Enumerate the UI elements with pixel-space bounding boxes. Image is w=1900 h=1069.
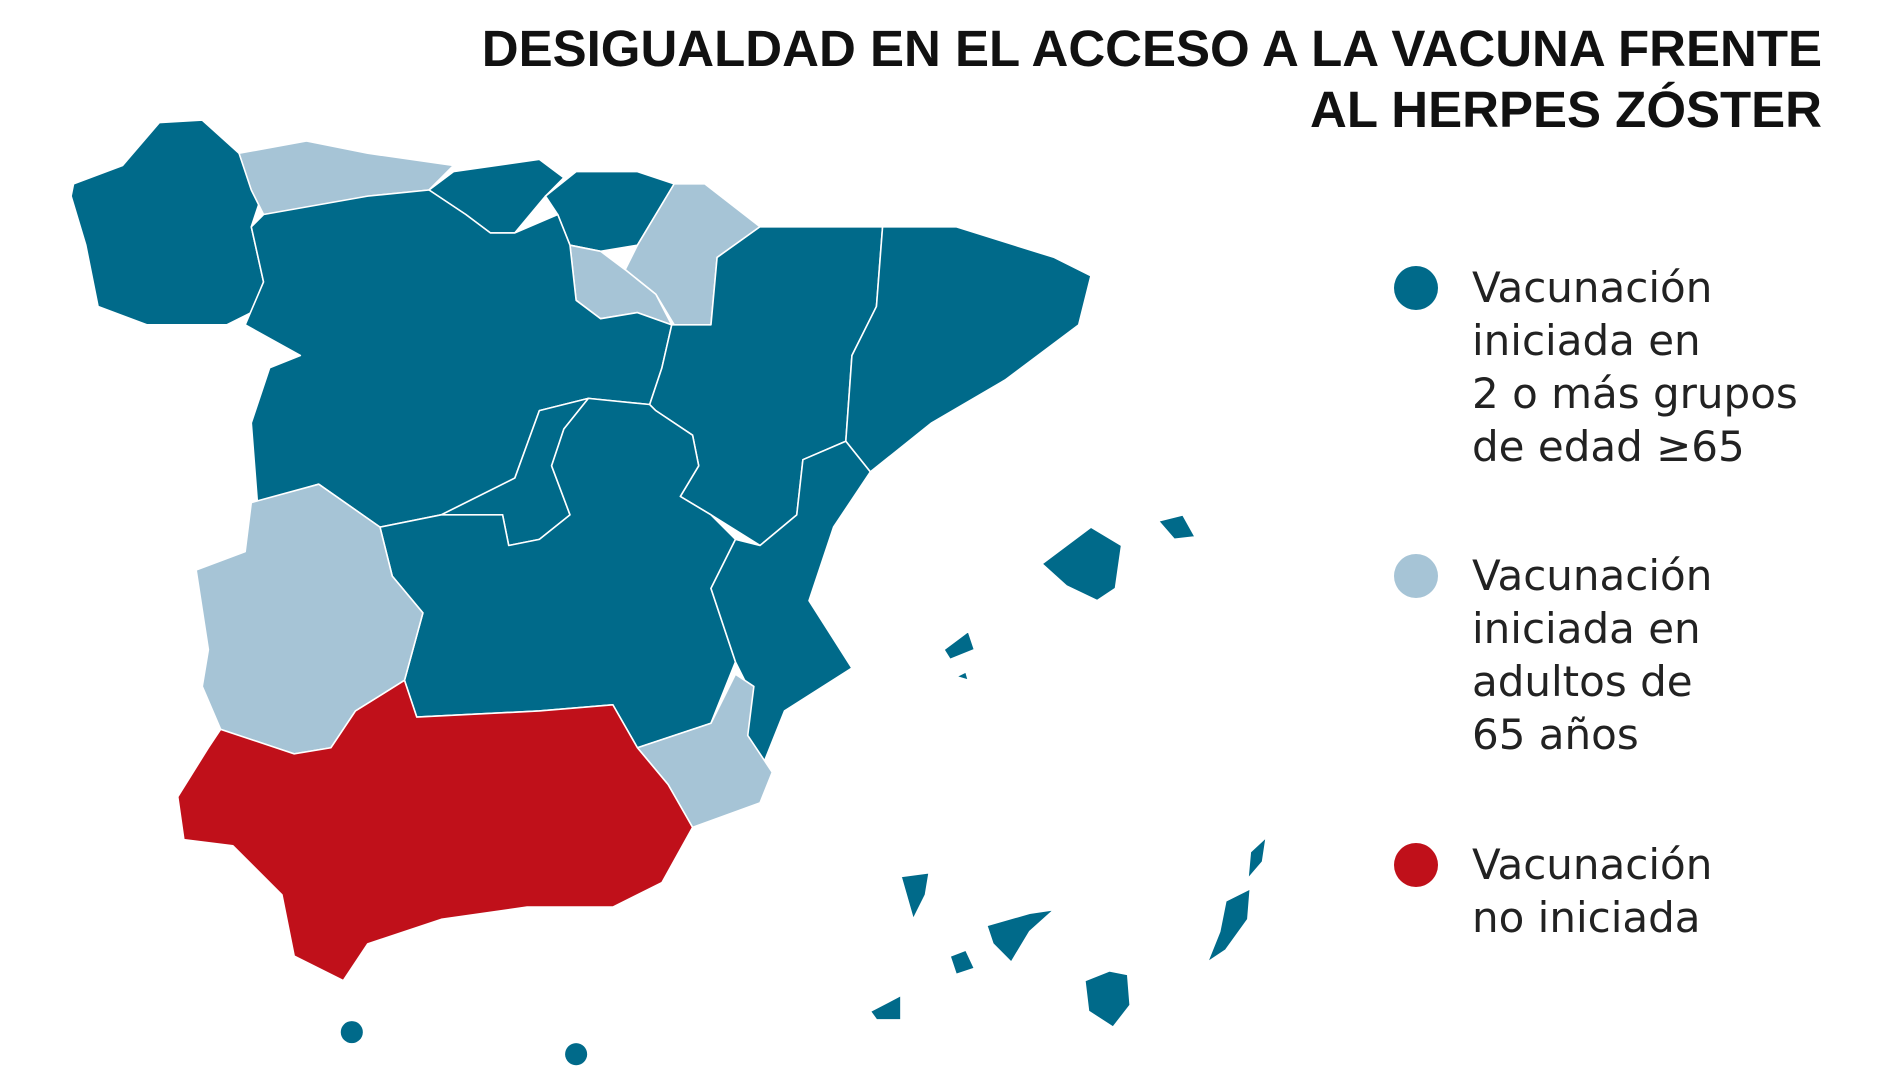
legend-label: 2 o más grupos: [1472, 369, 1798, 418]
region: [340, 1021, 363, 1044]
region: [1041, 526, 1123, 602]
region: [1247, 836, 1268, 880]
region: [176, 679, 694, 982]
title-group: DESIGUALDAD EN EL ACCESO A LA VACUNA FRE…: [482, 20, 1822, 138]
region: [943, 630, 976, 661]
map: [70, 119, 1334, 1069]
region: [985, 908, 1055, 964]
region: [955, 670, 970, 682]
legend-label: adultos de: [1472, 657, 1693, 706]
region: [565, 1043, 588, 1066]
region: [70, 119, 265, 326]
legend-label: Vacunación: [1472, 840, 1712, 889]
legend-label: iniciada en: [1472, 316, 1701, 365]
legend-label: 65 años: [1472, 710, 1639, 759]
legend-label: no iniciada: [1472, 893, 1701, 942]
inset-frame: [847, 793, 1334, 1069]
legend-swatch: [1394, 266, 1438, 310]
legend-swatch: [1394, 843, 1438, 887]
title-line: DESIGUALDAD EN EL ACCESO A LA VACUNA FRE…: [482, 20, 1822, 77]
legend-label: Vacunación: [1472, 263, 1712, 312]
region: [900, 871, 930, 921]
legend-label: Vacunación: [1472, 551, 1712, 600]
region: [949, 949, 976, 976]
legend-label: iniciada en: [1472, 604, 1701, 653]
title-line: AL HERPES ZÓSTER: [1310, 81, 1822, 138]
region: [1084, 970, 1131, 1029]
region: [845, 225, 1092, 473]
legend-swatch: [1394, 554, 1438, 598]
region: [1157, 514, 1196, 541]
region: [1206, 887, 1252, 964]
region: [869, 994, 902, 1021]
legend-label: de edad ≥65: [1472, 422, 1745, 471]
